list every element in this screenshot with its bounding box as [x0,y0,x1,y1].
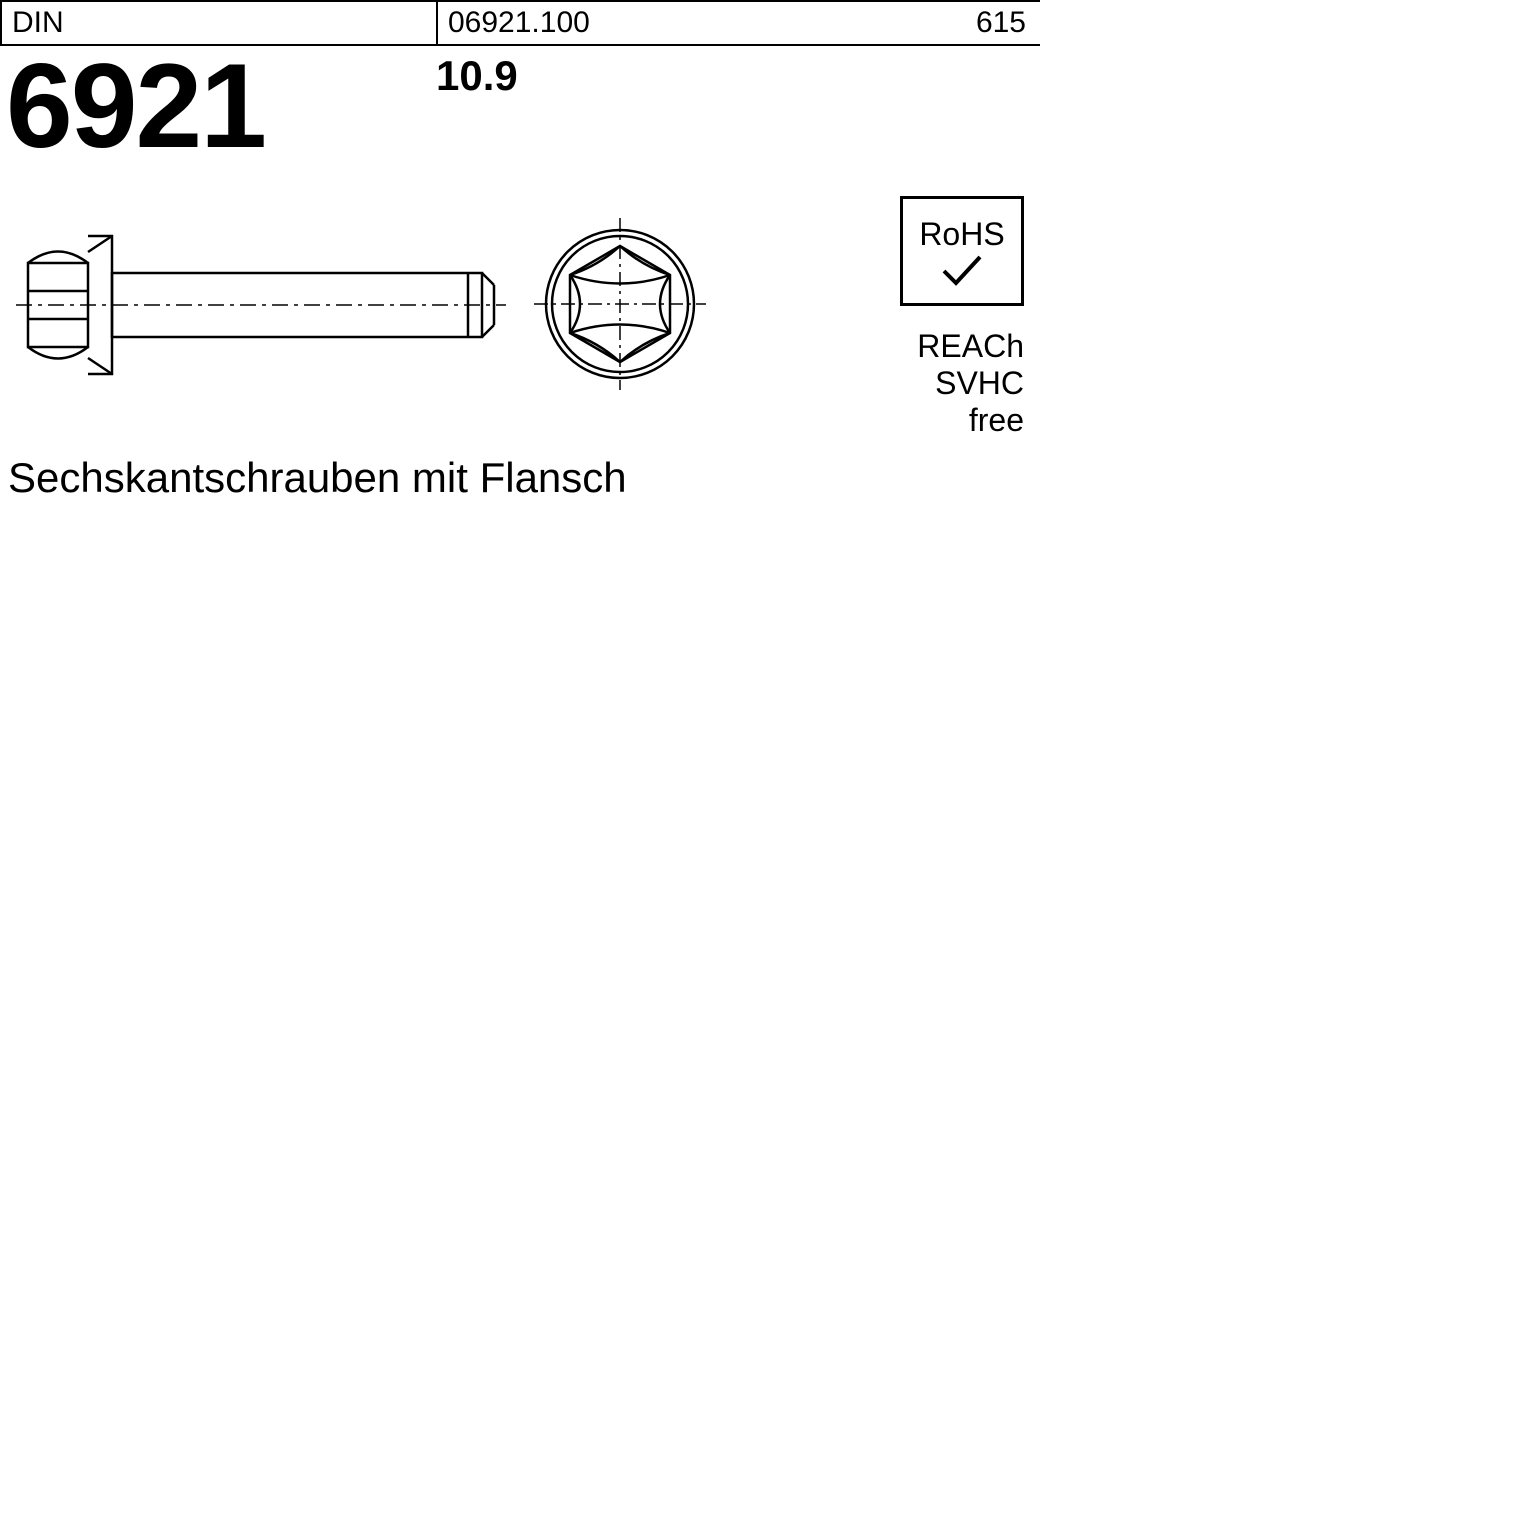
rohs-label: RoHS [919,216,1004,253]
compliance-badges: RoHS REACh SVHC free [874,196,1024,438]
header-page: 615 [906,2,1040,44]
product-description: Sechskantschrauben mit Flansch [8,454,627,502]
title-row: 6921 10.9 [0,46,1040,166]
reach-line1: REACh [874,328,1024,365]
reach-line2: SVHC [874,365,1024,402]
reach-line3: free [874,402,1024,439]
bolt-drawing-svg [10,196,770,416]
datasheet: DIN 06921.100 615 6921 10.9 [0,0,1040,166]
technical-drawing [10,196,770,416]
reach-badge: REACh SVHC free [874,328,1024,438]
header-standard: DIN [2,2,438,44]
header-code: 06921.100 [438,2,906,44]
rohs-badge: RoHS [900,196,1024,306]
strength-grade: 10.9 [426,46,528,166]
checkmark-icon [940,253,984,287]
din-number: 6921 [0,46,426,166]
